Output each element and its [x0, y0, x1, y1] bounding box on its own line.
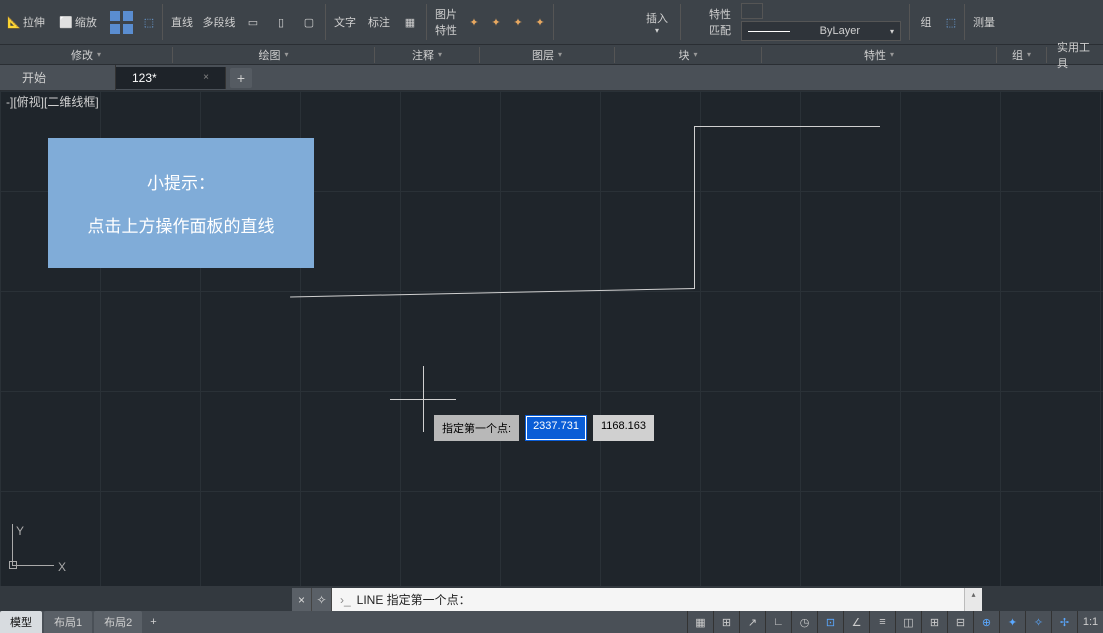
- status-misc-1-icon[interactable]: ◫: [895, 611, 921, 633]
- status-qp-icon[interactable]: ✧: [1025, 611, 1051, 633]
- add-layout-button[interactable]: +: [144, 613, 162, 631]
- panel-block[interactable]: 块▾: [615, 47, 762, 63]
- ucs-y-label: Y: [16, 524, 24, 538]
- layout2-tab[interactable]: 布局2: [94, 611, 142, 633]
- drawing-canvas[interactable]: -][俯视][二维线框] 小提示： 点击上方操作面板的直线 指定第一个点: 23…: [0, 91, 1103, 586]
- status-sc-icon[interactable]: ✢: [1051, 611, 1077, 633]
- status-polar-icon[interactable]: ◷: [791, 611, 817, 633]
- panel-group[interactable]: 组▾: [997, 47, 1047, 63]
- status-otrack-icon[interactable]: ∠: [843, 611, 869, 633]
- new-tab-button[interactable]: +: [230, 68, 252, 88]
- layer-tool-2[interactable]: ✦: [485, 0, 507, 44]
- draw-misc-2[interactable]: ▯: [267, 0, 295, 44]
- panel-layer[interactable]: 图层▾: [480, 47, 615, 63]
- panel-properties[interactable]: 特性▾: [762, 47, 997, 63]
- status-grid-icon[interactable]: ▦: [687, 611, 713, 633]
- insert-tool[interactable]: 插入▾: [636, 0, 678, 44]
- crosshair-vertical: [423, 366, 424, 432]
- viewport-label[interactable]: -][俯视][二维线框]: [0, 91, 105, 112]
- cmd-prompt-icon: ›_: [340, 593, 351, 607]
- status-misc-2-icon[interactable]: ⊞: [921, 611, 947, 633]
- drawn-segment-1: [694, 126, 880, 127]
- table-tool[interactable]: ▦: [396, 0, 424, 44]
- tip-title: 小提示：: [147, 169, 215, 194]
- misc-tool-1[interactable]: ⬚: [138, 0, 160, 44]
- ribbon-toolbar: 📐拉伸 ⬜缩放 ⬚ 直线 多段线 ▭ ▯ ▢ 文字 标注 ▦ 图片 特性 ✦ ✦…: [0, 0, 1103, 45]
- stretch-tool[interactable]: 📐拉伸: [0, 0, 52, 44]
- layer-tool-1[interactable]: ✦: [463, 0, 485, 44]
- status-lineweight-icon[interactable]: ≡: [869, 611, 895, 633]
- cmd-history-button[interactable]: ▴: [964, 588, 982, 611]
- panel-utility[interactable]: 实用工具: [1047, 39, 1103, 71]
- cmd-config-button[interactable]: ✧: [312, 588, 332, 611]
- command-line: × ✧ ›_ LINE 指定第一个点： ▴: [292, 588, 982, 611]
- status-misc-3-icon[interactable]: ⊟: [947, 611, 973, 633]
- panel-annotate[interactable]: 注释▾: [375, 47, 480, 63]
- tip-body: 点击上方操作面板的直线: [88, 212, 275, 237]
- layer-tool-4[interactable]: ✦: [529, 0, 551, 44]
- dyn-prompt: 指定第一个点:: [434, 415, 519, 441]
- dynamic-input: 指定第一个点: 2337.731 1168.163: [434, 415, 654, 441]
- cmd-close-button[interactable]: ×: [292, 588, 312, 611]
- ucs-x-label: X: [58, 560, 66, 574]
- layout1-tab[interactable]: 布局1: [44, 611, 92, 633]
- ucs-icon[interactable]: Y X: [10, 524, 70, 584]
- drawn-segment-3: [290, 288, 695, 297]
- match-properties[interactable]: 特性 匹配: [703, 0, 737, 44]
- polyline-tool[interactable]: 多段线: [199, 0, 239, 44]
- status-3d-icon[interactable]: ⊕: [973, 611, 999, 633]
- scale-tool[interactable]: ⬜缩放: [52, 0, 104, 44]
- measure-tool[interactable]: 测量: [967, 0, 1001, 44]
- command-text: LINE 指定第一个点：: [357, 591, 471, 608]
- ribbon-panel-labels: 修改▾ 绘图▾ 注释▾ 图层▾ 块▾ 特性▾ 组▾ 实用工具: [0, 45, 1103, 65]
- dyn-y-input[interactable]: 1168.163: [593, 415, 654, 441]
- drawn-segment-2: [694, 126, 695, 288]
- grid-selector[interactable]: [104, 0, 138, 44]
- draw-misc-1[interactable]: ▭: [239, 0, 267, 44]
- status-icons: ▦ ⊞ ↗ ∟ ◷ ⊡ ∠ ≡ ◫ ⊞ ⊟ ⊕ ✦ ✧ ✢ 1:1: [687, 611, 1103, 633]
- panel-modify[interactable]: 修改▾: [0, 47, 173, 63]
- line-tool[interactable]: 直线: [165, 0, 199, 44]
- linetype-select[interactable]: ByLayer▾: [737, 0, 907, 44]
- status-ortho-icon[interactable]: ∟: [765, 611, 791, 633]
- dim-tool[interactable]: 标注: [362, 0, 396, 44]
- bottom-status-bar: 模型 布局1 布局2 + ▦ ⊞ ↗ ∟ ◷ ⊡ ∠ ≡ ◫ ⊞ ⊟ ⊕ ✦ ✧…: [0, 611, 1103, 633]
- status-arrow-icon[interactable]: ↗: [739, 611, 765, 633]
- layer-tool-3[interactable]: ✦: [507, 0, 529, 44]
- model-tab[interactable]: 模型: [0, 611, 42, 633]
- tab-doc-1[interactable]: 123*×: [116, 67, 226, 89]
- command-input[interactable]: ›_ LINE 指定第一个点：: [332, 588, 964, 611]
- linetype-preview: [748, 31, 790, 32]
- tab-start[interactable]: 开始: [6, 65, 116, 90]
- dyn-x-input[interactable]: 2337.731: [525, 415, 587, 441]
- group-misc[interactable]: ⬚: [940, 0, 962, 44]
- text-tool[interactable]: 文字: [328, 0, 362, 44]
- status-snapmode-icon[interactable]: ⊞: [713, 611, 739, 633]
- group-tool[interactable]: 组: [912, 0, 940, 44]
- draw-misc-3[interactable]: ▢: [295, 0, 323, 44]
- scale-display[interactable]: 1:1: [1077, 611, 1103, 633]
- tooltip-overlay: 小提示： 点击上方操作面板的直线: [48, 138, 314, 268]
- document-tabs: 开始 123*× +: [0, 65, 1103, 91]
- close-icon[interactable]: ×: [203, 72, 209, 83]
- img-properties[interactable]: 图片 特性: [429, 0, 463, 44]
- panel-draw[interactable]: 绘图▾: [173, 47, 375, 63]
- status-osnap-icon[interactable]: ⊡: [817, 611, 843, 633]
- status-dyn-icon[interactable]: ✦: [999, 611, 1025, 633]
